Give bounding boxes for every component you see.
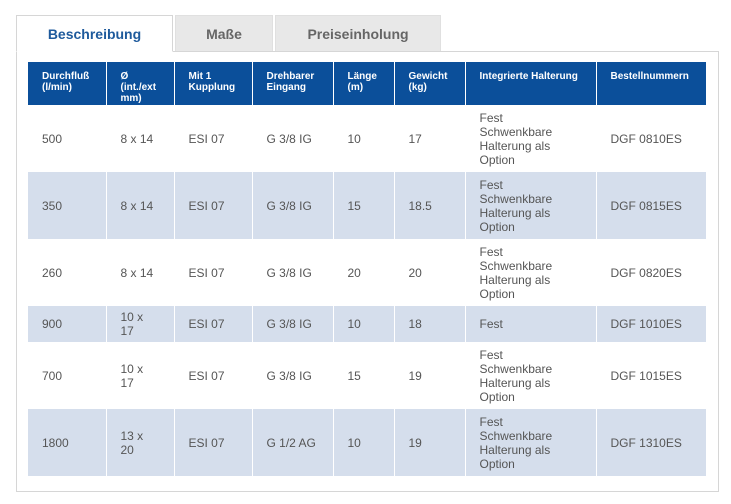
cell-coupling: ESI 07 xyxy=(173,105,252,172)
cell-flow: 350 xyxy=(28,172,106,239)
cell-flow: 700 xyxy=(28,342,106,409)
cell-weight: 18.5 xyxy=(393,172,465,239)
cell-flow: 1800 xyxy=(28,409,106,476)
cell-order-number: DGF 1010ES xyxy=(595,306,706,342)
cell-length: 15 xyxy=(332,342,394,409)
cell-length: 10 xyxy=(332,105,394,172)
cell-inlet: G 3/8 IG xyxy=(251,306,333,342)
cell-weight: 18 xyxy=(393,306,465,342)
header-durchfluss: Durchfluß (l/min) xyxy=(28,62,106,105)
cell-mount: Fest Schwenkbare Halterung als Option xyxy=(464,239,596,306)
cell-flow: 260 xyxy=(28,239,106,306)
tab-masse[interactable]: Maße xyxy=(175,15,273,52)
table-row: 700 10 x 17 ESI 07 G 3/8 IG 15 19 Fest Sch… xyxy=(28,342,706,409)
cell-order-number: DGF 0820ES xyxy=(595,239,706,306)
tab-bar: Beschreibung Maße Preiseinholung xyxy=(16,15,441,52)
table-row: 260 8 x 14 ESI 07 G 3/8 IG 20 20 Fest Sch… xyxy=(28,239,706,306)
cell-diameter: 13 x 20 xyxy=(105,409,174,476)
cell-inlet: G 3/8 IG xyxy=(251,105,333,172)
cell-weight: 19 xyxy=(393,409,465,476)
cell-length: 20 xyxy=(332,239,394,306)
cell-diameter: 8 x 14 xyxy=(105,172,174,239)
cell-mount: Fest Schwenkbare Halterung als Option xyxy=(464,342,596,409)
table-header-row: Durchfluß (l/min) Ø (int./ext mm) Mit 1 Kupp… xyxy=(28,62,706,105)
header-durchmesser: Ø (int./ext mm) xyxy=(105,62,174,105)
table-row: 500 8 x 14 ESI 07 G 3/8 IG 10 17 Fest Sch… xyxy=(28,105,706,172)
cell-flow: 900 xyxy=(28,306,106,342)
cell-order-number: DGF 0810ES xyxy=(595,105,706,172)
table-row: 1800 13 x 20 ESI 07 G 1/2 AG 10 19 Fest Sc… xyxy=(28,409,706,476)
cell-diameter: 10 x 17 xyxy=(105,342,174,409)
cell-flow: 500 xyxy=(28,105,106,172)
cell-mount: Fest Schwenkbare Halterung als Option xyxy=(464,409,596,476)
cell-order-number: DGF 0815ES xyxy=(595,172,706,239)
cell-length: 10 xyxy=(332,306,394,342)
cell-coupling: ESI 07 xyxy=(173,239,252,306)
cell-length: 15 xyxy=(332,172,394,239)
cell-length: 10 xyxy=(332,409,394,476)
cell-mount: Fest xyxy=(464,306,596,342)
cell-diameter: 8 x 14 xyxy=(105,239,174,306)
cell-order-number: DGF 1310ES xyxy=(595,409,706,476)
cell-diameter: 8 x 14 xyxy=(105,105,174,172)
cell-weight: 17 xyxy=(393,105,465,172)
header-bestellnummer: Bestellnummern xyxy=(595,62,706,105)
cell-coupling: ESI 07 xyxy=(173,172,252,239)
tab-beschreibung[interactable]: Beschreibung xyxy=(16,15,173,52)
cell-inlet: G 3/8 IG xyxy=(251,342,333,409)
product-spec-table: Durchfluß (l/min) Ø (int./ext mm) Mit 1 Kupp… xyxy=(28,62,706,476)
cell-coupling: ESI 07 xyxy=(173,306,252,342)
table-row: 900 10 x 17 ESI 07 G 3/8 IG 10 18 Fest DG… xyxy=(28,306,706,342)
cell-mount: Fest Schwenkbare Halterung als Option xyxy=(464,105,596,172)
cell-coupling: ESI 07 xyxy=(173,409,252,476)
table-row: 350 8 x 14 ESI 07 G 3/8 IG 15 18.5 Fest S… xyxy=(28,172,706,239)
header-kupplung: Mit 1 Kupplung xyxy=(173,62,252,105)
cell-mount: Fest Schwenkbare Halterung als Option xyxy=(464,172,596,239)
cell-order-number: DGF 1015ES xyxy=(595,342,706,409)
header-halterung: Integrierte Halterung xyxy=(464,62,596,105)
header-laenge: Länge (m) xyxy=(332,62,394,105)
cell-coupling: ESI 07 xyxy=(173,342,252,409)
cell-weight: 20 xyxy=(393,239,465,306)
cell-inlet: G 1/2 AG xyxy=(251,409,333,476)
cell-weight: 19 xyxy=(393,342,465,409)
cell-diameter: 10 x 17 xyxy=(105,306,174,342)
cell-inlet: G 3/8 IG xyxy=(251,239,333,306)
tab-preiseinholung[interactable]: Preiseinholung xyxy=(275,15,441,52)
header-eingang: Drehbarer Eingang xyxy=(251,62,333,105)
cell-inlet: G 3/8 IG xyxy=(251,172,333,239)
header-gewicht: Gewicht (kg) xyxy=(393,62,465,105)
